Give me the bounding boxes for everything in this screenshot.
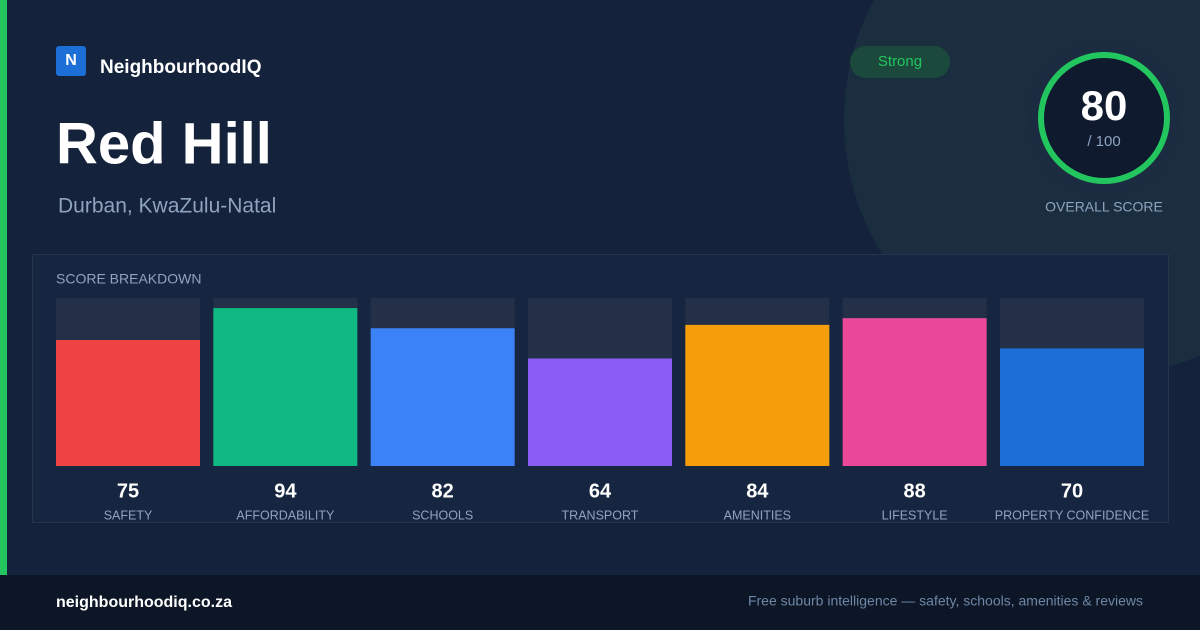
accent-stripe (0, 0, 7, 575)
category-label: AMENITIES (724, 508, 791, 522)
category-label: AFFORDABILITY (236, 508, 335, 522)
value-label: 84 (746, 480, 769, 502)
footer (0, 575, 1200, 630)
overall-score: 80 (1081, 82, 1128, 129)
category-label: SCHOOLS (412, 508, 473, 522)
overall-max: / 100 (1087, 133, 1120, 150)
value-label: 88 (904, 480, 926, 502)
category-label: TRANSPORT (562, 508, 639, 522)
title: Red Hill (56, 111, 272, 176)
bar (527, 358, 672, 466)
overall-label: OVERALL SCORE (1045, 199, 1163, 215)
bar (685, 324, 830, 466)
bar (56, 340, 200, 466)
value-label: 70 (1061, 480, 1083, 502)
badge (850, 46, 950, 78)
badge-text: Strong (878, 53, 922, 70)
brand: NeighbourhoodIQ (100, 57, 261, 78)
value-label: 82 (432, 480, 454, 502)
location: Durban, KwaZulu-Natal (58, 195, 276, 218)
bar (370, 328, 515, 466)
breakdown-title: SCORE BREAKDOWN (56, 271, 201, 287)
category-label: LIFESTYLE (882, 508, 948, 522)
value-label: 64 (589, 480, 612, 502)
category-label: SAFETY (104, 508, 153, 522)
value-label: 94 (274, 480, 297, 502)
value-label: 75 (117, 480, 139, 502)
bar (213, 308, 358, 466)
footer-site: neighbourhoodiq.co.za (56, 594, 232, 611)
footer-tagline: Free suburb intelligence — safety, schoo… (748, 593, 1143, 609)
logo (56, 46, 86, 76)
bar (842, 318, 987, 466)
logo-letter: N (65, 52, 77, 69)
score-ring (1038, 52, 1170, 184)
category-label: PROPERTY CONFIDENCE (995, 508, 1149, 522)
bar (999, 348, 1144, 466)
